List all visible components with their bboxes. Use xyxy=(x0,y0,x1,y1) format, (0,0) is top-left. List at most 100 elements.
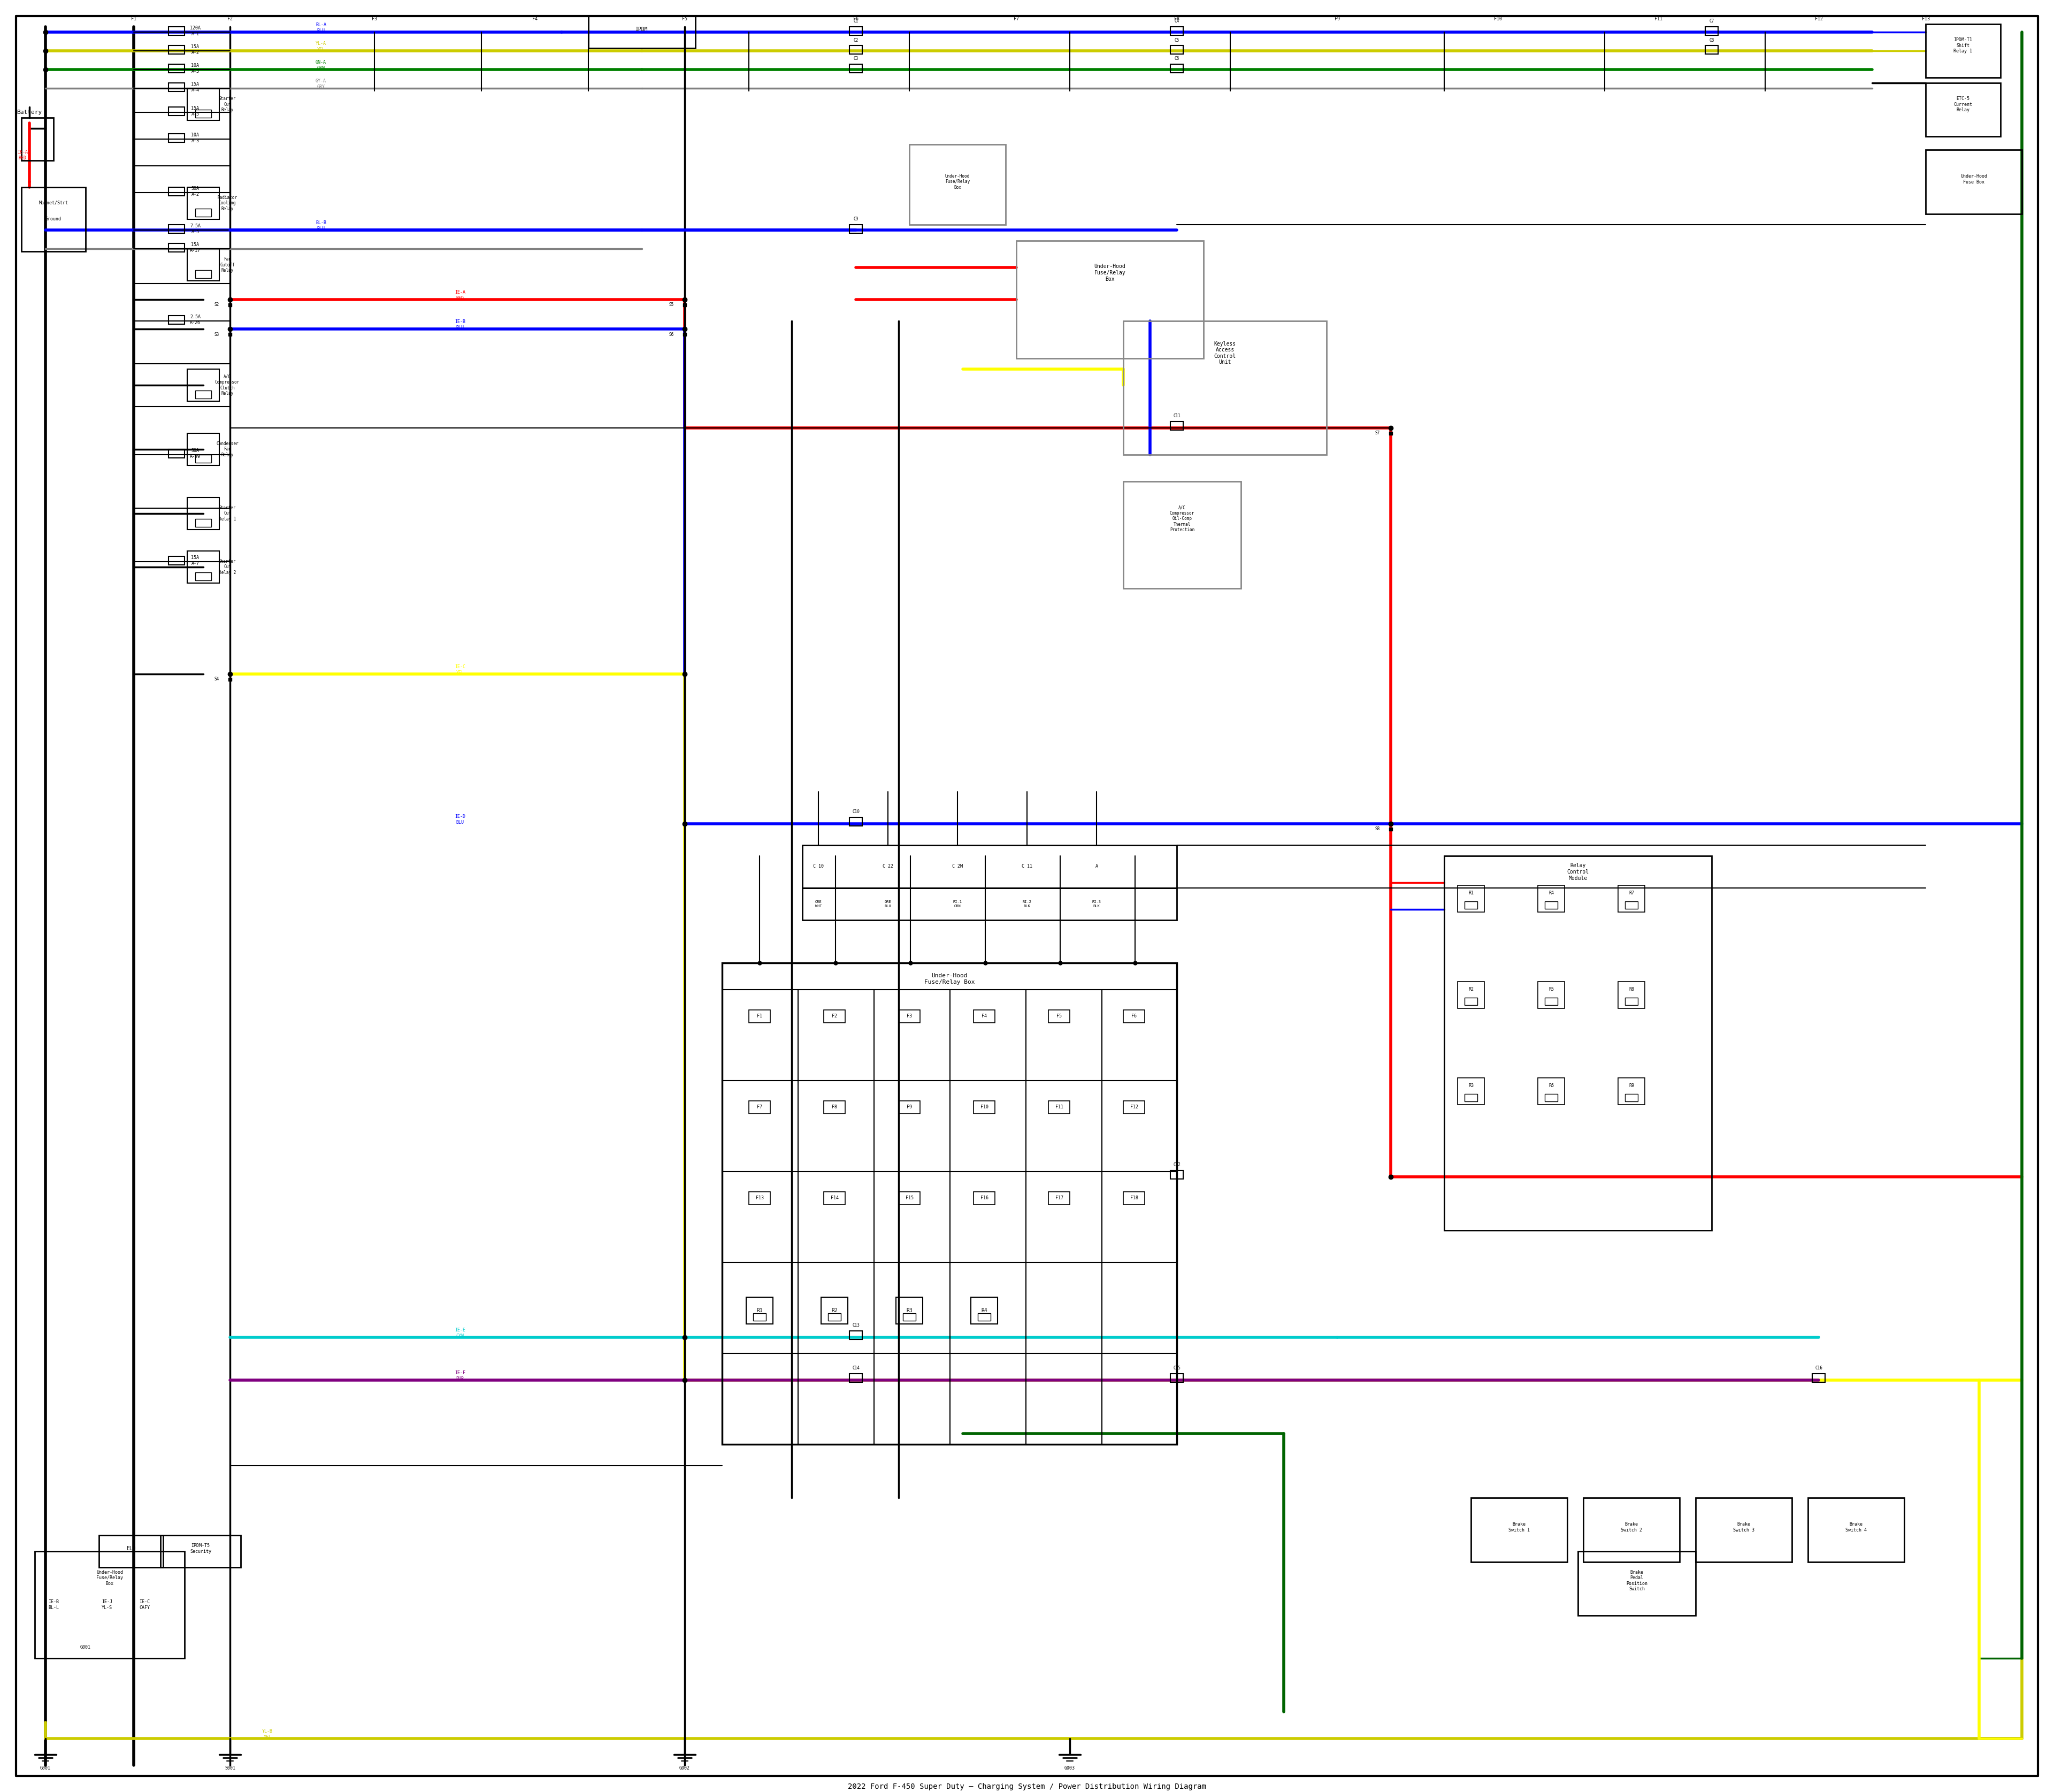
Bar xyxy=(900,1011,920,1023)
Text: G001: G001 xyxy=(41,1765,51,1770)
Bar xyxy=(1171,1170,1183,1179)
Text: 15A
A-17: 15A A-17 xyxy=(189,242,201,253)
Text: R6: R6 xyxy=(1549,1084,1555,1088)
Text: Under-Hood
Fuse/Relay
Box: Under-Hood Fuse/Relay Box xyxy=(97,1570,123,1586)
Text: 10A
A-3: 10A A-3 xyxy=(191,63,199,73)
Text: C11: C11 xyxy=(1173,414,1181,419)
Text: 30A
A-99: 30A A-99 xyxy=(189,448,201,459)
Bar xyxy=(1625,1093,1637,1102)
Bar xyxy=(195,271,212,278)
Bar xyxy=(1458,982,1485,1009)
Text: 120A
A-1: 120A A-1 xyxy=(189,25,201,36)
Text: R7: R7 xyxy=(1629,891,1635,896)
Bar xyxy=(750,1192,770,1204)
Bar xyxy=(974,1100,994,1113)
Bar xyxy=(195,109,212,118)
Bar xyxy=(750,1100,770,1113)
Bar xyxy=(168,244,185,253)
Bar xyxy=(187,498,220,530)
Text: S7: S7 xyxy=(1374,430,1380,435)
Bar xyxy=(168,27,185,36)
Text: RI-1
ORN: RI-1 ORN xyxy=(953,901,961,907)
Text: IE-F
PUR: IE-F PUR xyxy=(454,1371,466,1382)
Text: C2: C2 xyxy=(852,38,859,43)
Bar xyxy=(972,1297,998,1324)
Bar xyxy=(1171,45,1183,54)
Text: C8: C8 xyxy=(1709,38,1715,43)
Text: F5: F5 xyxy=(1056,1014,1062,1020)
Bar xyxy=(168,108,185,115)
Text: Starter
Cut
Relay 2: Starter Cut Relay 2 xyxy=(218,559,236,575)
Text: C5: C5 xyxy=(1175,38,1179,43)
Text: C 22: C 22 xyxy=(883,864,893,869)
Bar xyxy=(1465,1093,1477,1102)
Bar xyxy=(1927,151,2021,213)
Text: G001: G001 xyxy=(80,1645,90,1650)
Text: ORE
BLU: ORE BLU xyxy=(885,901,891,907)
Text: 30A
A-2: 30A A-2 xyxy=(191,186,199,197)
Text: R4: R4 xyxy=(982,1308,988,1314)
Text: IE-A
RED: IE-A RED xyxy=(16,151,29,159)
Bar xyxy=(1048,1100,1070,1113)
Bar xyxy=(195,572,212,581)
Bar xyxy=(803,846,1177,889)
Text: C13: C13 xyxy=(852,1322,859,1328)
Bar xyxy=(168,556,185,564)
Bar xyxy=(1048,1192,1070,1204)
Text: RI-2
BLK: RI-2 BLK xyxy=(1023,901,1031,907)
Bar xyxy=(195,391,212,398)
Text: F7: F7 xyxy=(1013,16,1019,22)
Text: BL-A
BLU: BL-A BLU xyxy=(316,23,327,32)
Text: IE-C
CAFY: IE-C CAFY xyxy=(140,1600,150,1609)
Text: Brake
Switch 2: Brake Switch 2 xyxy=(1621,1521,1641,1532)
Bar xyxy=(978,1314,990,1321)
Bar xyxy=(168,224,185,233)
Bar xyxy=(168,134,185,142)
Bar xyxy=(1171,421,1183,430)
Bar xyxy=(900,1100,920,1113)
Bar xyxy=(1124,482,1241,588)
Text: F10: F10 xyxy=(980,1106,988,1109)
Text: C9: C9 xyxy=(852,217,859,222)
Bar xyxy=(1048,1011,1070,1023)
Text: S2: S2 xyxy=(214,303,220,306)
Text: IE-E
CYN: IE-E CYN xyxy=(454,1328,466,1339)
Bar xyxy=(850,65,863,73)
Text: R2: R2 xyxy=(832,1308,838,1314)
Text: C12: C12 xyxy=(1173,1163,1181,1167)
Bar xyxy=(822,1297,848,1324)
Bar xyxy=(195,520,212,527)
Text: YL-A
YEL: YL-A YEL xyxy=(316,41,327,52)
Text: R9: R9 xyxy=(1629,1084,1635,1088)
Bar xyxy=(824,1011,844,1023)
Text: 15A
A-7: 15A A-7 xyxy=(191,556,199,566)
Text: F12: F12 xyxy=(1814,16,1822,22)
Bar xyxy=(587,16,696,48)
Bar xyxy=(850,27,863,36)
Bar xyxy=(168,65,185,73)
Text: S6: S6 xyxy=(670,332,674,337)
Bar xyxy=(1124,1100,1144,1113)
Bar xyxy=(1465,901,1477,909)
Bar xyxy=(1538,885,1565,912)
Bar xyxy=(904,1314,916,1321)
Text: Keyless
Access
Control
Unit: Keyless Access Control Unit xyxy=(1214,340,1237,366)
Text: G003: G003 xyxy=(1064,1765,1074,1770)
Text: RI-3
BLK: RI-3 BLK xyxy=(1093,901,1101,907)
Bar xyxy=(1538,1077,1565,1104)
Bar xyxy=(168,45,185,54)
Text: R4: R4 xyxy=(1549,891,1555,896)
Bar xyxy=(187,369,220,401)
Bar xyxy=(168,186,185,195)
Bar xyxy=(187,550,220,582)
Text: Relay
Control
Module: Relay Control Module xyxy=(1567,864,1590,882)
Text: Brake
Switch 4: Brake Switch 4 xyxy=(1844,1521,1867,1532)
Text: BL-B
BLU: BL-B BLU xyxy=(316,220,327,231)
Bar xyxy=(910,145,1006,224)
Bar xyxy=(723,962,1177,1444)
Text: Under-Hood
Fuse Box: Under-Hood Fuse Box xyxy=(1960,174,1986,185)
Bar xyxy=(1444,857,1711,1231)
Text: F3: F3 xyxy=(372,16,378,22)
Bar xyxy=(1619,982,1645,1009)
Bar xyxy=(168,450,185,459)
